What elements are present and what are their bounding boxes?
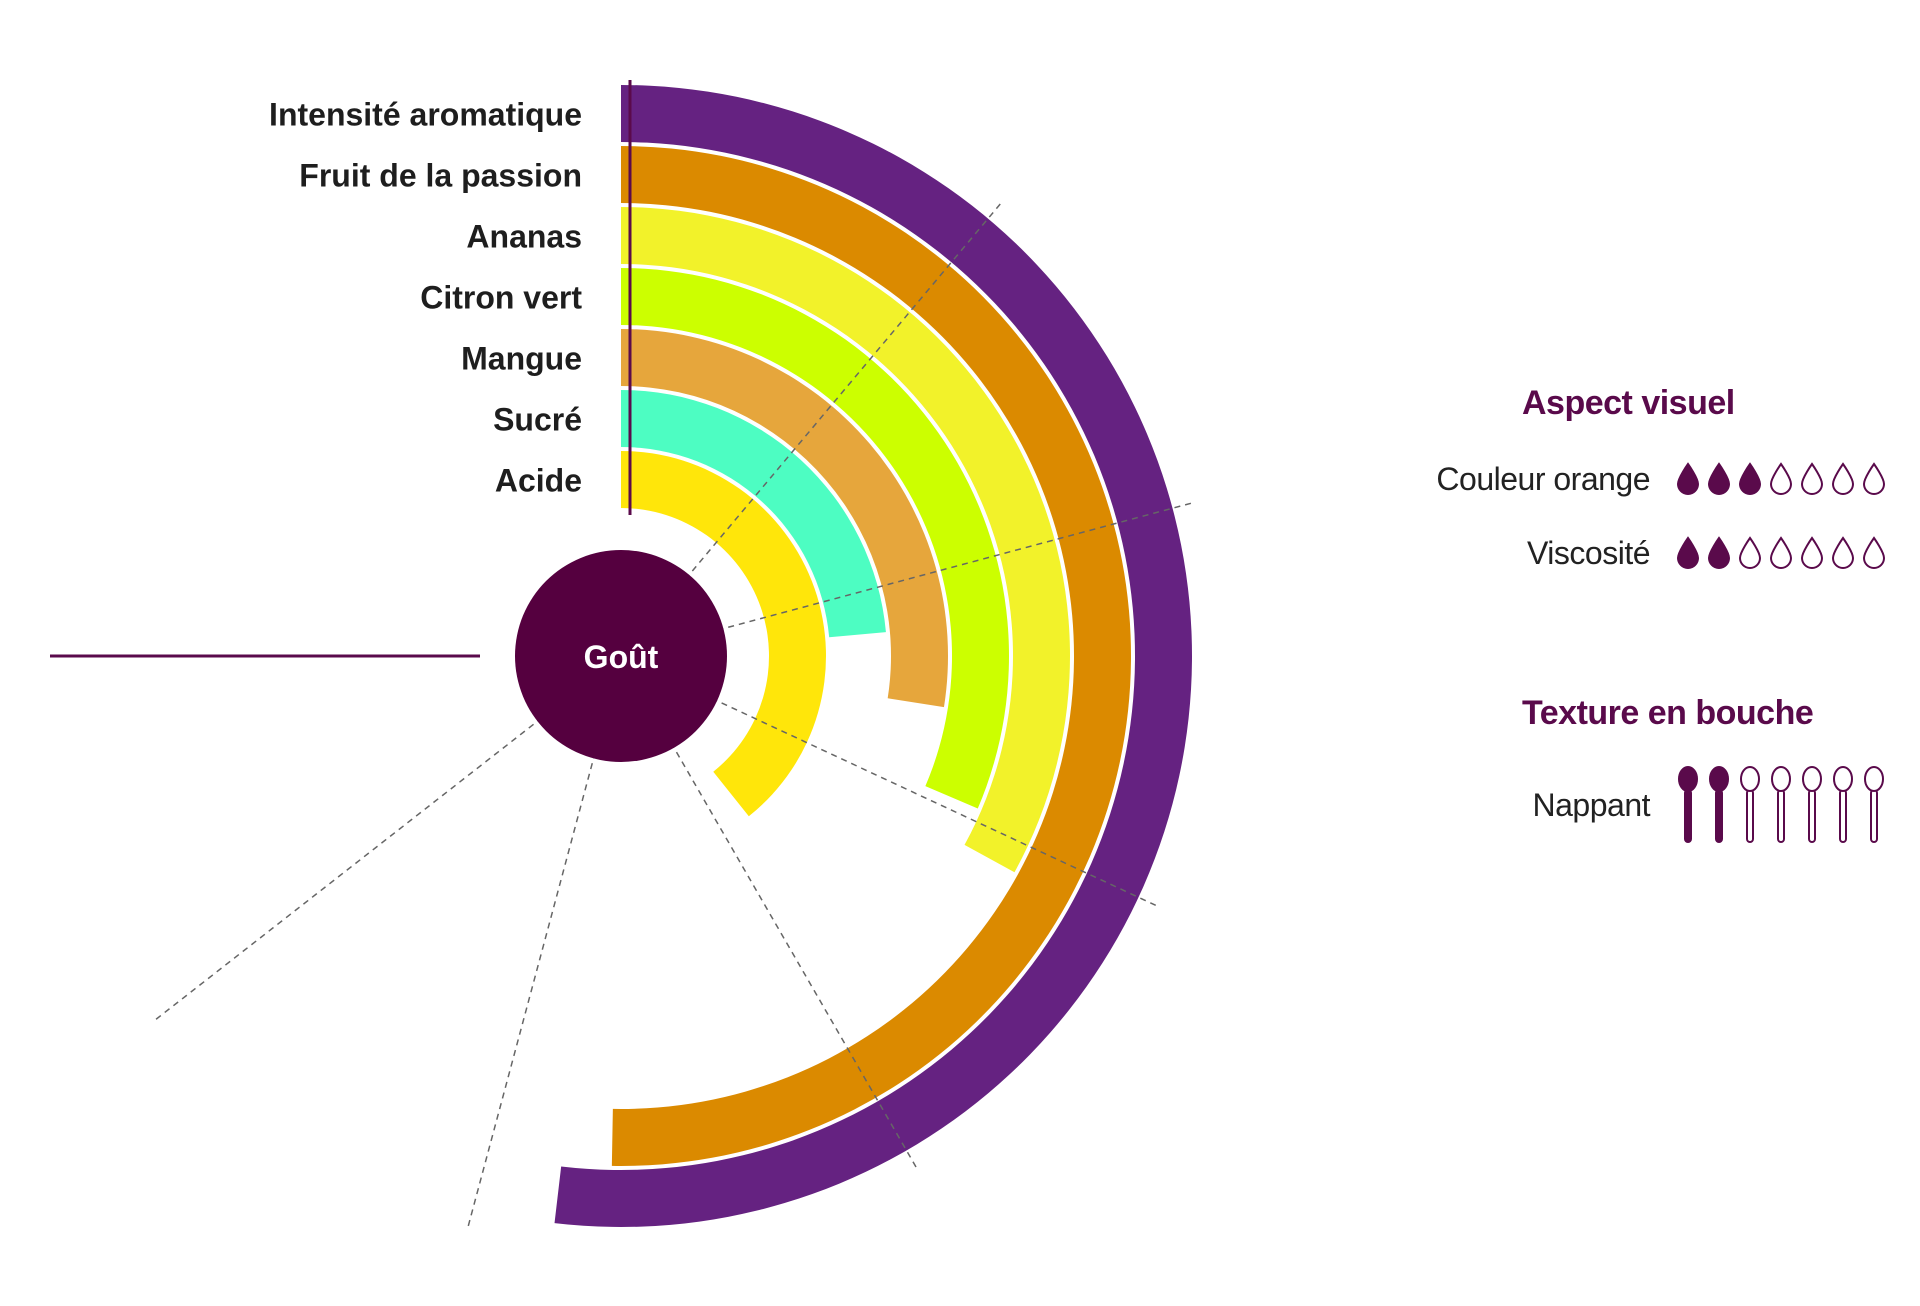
ring-sucr-: [621, 390, 886, 638]
drop-empty-icon: [1798, 536, 1826, 570]
label-intensit-aromatique: Intensité aromatique: [269, 97, 582, 133]
nappant-label: Nappant: [1532, 786, 1651, 823]
drop-empty-icon: [1829, 462, 1857, 496]
spoon-empty-icon: [1798, 765, 1826, 845]
ring-fruit-de-la-passion: [611, 146, 1131, 1166]
drop-empty-icon: [1767, 462, 1795, 496]
label-sucr-: Sucré: [493, 402, 582, 438]
drop-filled-icon: [1705, 462, 1733, 496]
label-mangue: Mangue: [461, 341, 582, 377]
rating-row-nappant: Nappant: [1370, 763, 1888, 847]
label-citron-vert: Citron vert: [420, 280, 582, 316]
label-acide: Acide: [495, 463, 582, 499]
grid-line-3: [711, 697, 1157, 907]
grid-line-2: [717, 502, 1192, 631]
drop-filled-icon: [1705, 536, 1733, 570]
viscosite-drops: [1674, 536, 1888, 570]
spoon-empty-icon: [1736, 765, 1764, 845]
couleur-orange-label: Couleur orange: [1436, 460, 1650, 497]
ring-citron-vert: [621, 268, 1009, 809]
label-fruit-de-la-passion: Fruit de la passion: [299, 158, 582, 194]
series-labels: Intensité aromatique Fruit de la passion A…: [269, 97, 582, 499]
drop-empty-icon: [1860, 462, 1888, 496]
drop-filled-icon: [1736, 462, 1764, 496]
drop-empty-icon: [1767, 536, 1795, 570]
nappant-spoons: [1674, 765, 1888, 845]
drop-empty-icon: [1829, 536, 1857, 570]
grid-line-4: [670, 742, 917, 1168]
drop-empty-icon: [1736, 536, 1764, 570]
drop-filled-icon: [1674, 536, 1702, 570]
spoon-empty-icon: [1767, 765, 1795, 845]
spoon-empty-icon: [1829, 765, 1857, 845]
couleur-drops: [1674, 462, 1888, 496]
drop-empty-icon: [1798, 462, 1826, 496]
viscosite-label: Viscosité: [1527, 534, 1650, 571]
grid-line-5: [467, 752, 596, 1227]
chart-rings: [554, 85, 1192, 1228]
texture-title: Texture en bouche: [1522, 694, 1814, 732]
spoon-filled-icon: [1705, 765, 1733, 845]
label-ananas: Ananas: [466, 219, 582, 255]
grid-line-6: [155, 716, 543, 1020]
chart-gridlines: [155, 203, 1192, 1227]
spoon-empty-icon: [1860, 765, 1888, 845]
drop-filled-icon: [1674, 462, 1702, 496]
ring-ananas: [621, 207, 1070, 873]
aspect-visuel-title: Aspect visuel: [1522, 384, 1735, 422]
ring-mangue: [621, 329, 948, 708]
center-label: Goût: [584, 639, 659, 675]
ring-acide: [621, 451, 826, 817]
grid-line-1: [684, 203, 1001, 580]
rating-row-viscosite: Viscosité: [1370, 530, 1888, 576]
spoon-filled-icon: [1674, 765, 1702, 845]
rating-row-couleur: Couleur orange: [1370, 456, 1888, 502]
center-circle: [515, 550, 727, 762]
drop-empty-icon: [1860, 536, 1888, 570]
